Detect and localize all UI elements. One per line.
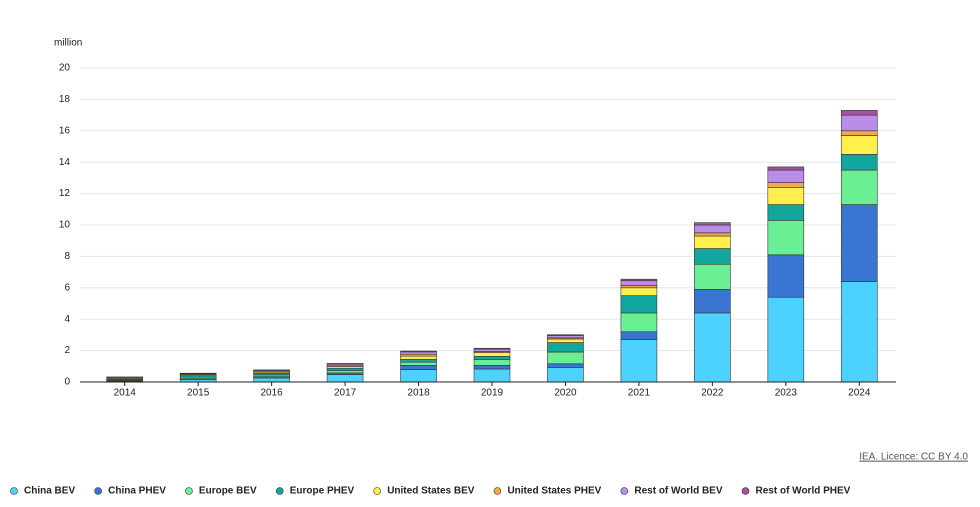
x-tick-label: 2015 (187, 388, 210, 399)
bar-segment (767, 166, 805, 171)
bar-segment (326, 367, 364, 371)
legend-marker (94, 487, 102, 495)
legend-marker (620, 487, 629, 495)
bar-segment (620, 285, 658, 289)
y-tick-label: 8 (64, 251, 70, 262)
bar-segment (326, 374, 364, 383)
bar-segment (620, 280, 658, 286)
legend-label: Rest of World PHEV (756, 486, 851, 497)
legend-marker (741, 487, 750, 495)
bar-segment (547, 367, 584, 383)
x-tick-label: 2017 (334, 388, 357, 399)
bar-segment (400, 358, 437, 363)
y-tick-label: 6 (64, 282, 70, 293)
legend-marker (493, 487, 502, 495)
bar-segment (767, 296, 805, 383)
bar-segment (620, 312, 658, 333)
bar-segment (840, 130, 878, 136)
bar-segment (400, 369, 437, 383)
bar-segment (620, 331, 658, 340)
x-tick-label: 2018 (407, 388, 430, 399)
x-tick-label: 2024 (848, 388, 871, 399)
legend-label: Europe BEV (199, 486, 257, 497)
x-tick-label: 2014 (114, 388, 137, 399)
bar-segment (547, 363, 584, 368)
bar-segment (547, 335, 584, 339)
bar-segment (473, 365, 511, 370)
bar-segment (840, 135, 878, 155)
bar-segment (620, 287, 658, 296)
source-link[interactable]: IEA. Licence: CC BY 4.0 (859, 452, 968, 463)
legend-label: China BEV (24, 486, 75, 497)
x-tick-label: 2020 (554, 388, 577, 399)
bar-segment (400, 355, 437, 360)
bar-segment (767, 182, 805, 188)
bar-segment (694, 289, 731, 314)
y-tick-label: 2 (64, 345, 70, 356)
bar-segment (767, 219, 805, 256)
y-tick-label: 4 (64, 314, 70, 325)
legend-label: United States BEV (387, 486, 475, 497)
y-tick-label: 20 (59, 63, 71, 74)
y-tick-label: 14 (59, 157, 71, 168)
bar-segment (694, 224, 731, 234)
bar-segment (473, 348, 511, 352)
x-tick-label: 2016 (261, 388, 284, 399)
bar-segment (547, 334, 584, 336)
bar-segment (253, 377, 290, 383)
legend-label: Europe PHEV (290, 486, 355, 497)
bar-segment (767, 169, 805, 183)
bar-segment (400, 365, 437, 370)
y-tick-label: 16 (59, 125, 71, 136)
x-tick-label: 2022 (701, 388, 724, 399)
bar-segment (767, 204, 805, 221)
bar-segment (620, 278, 658, 282)
y-tick-label: 0 (64, 377, 70, 388)
legend-label: United States PHEV (507, 486, 601, 497)
bar-segment (400, 350, 437, 353)
bar-segment (473, 352, 511, 357)
legend-marker (275, 487, 284, 495)
bar-segment (840, 154, 878, 171)
legend-marker (10, 487, 18, 495)
bar-segment (326, 370, 364, 374)
bar-segment (473, 356, 511, 361)
bar-segment (473, 359, 511, 366)
bar-segment (840, 204, 878, 282)
y-tick-label: 18 (59, 94, 71, 105)
legend-marker (185, 487, 193, 495)
bar-segment (620, 339, 658, 383)
legend-label: Rest of World BEV (634, 486, 722, 497)
bar-segment (620, 295, 658, 314)
bar-segment (694, 222, 731, 226)
bar-segment (473, 368, 511, 383)
x-tick-label: 2019 (481, 388, 504, 399)
bar-segment (694, 232, 731, 237)
bar-segment (473, 347, 511, 350)
y-axis-label: million (54, 38, 82, 49)
bar-segment (694, 248, 731, 265)
bar-segment (767, 254, 805, 298)
bar-segment (547, 338, 584, 343)
legend-label: China PHEV (108, 486, 166, 497)
bar-segment (400, 351, 437, 355)
legend-marker (373, 487, 381, 495)
bar-segment (694, 235, 731, 249)
y-tick-label: 12 (59, 188, 71, 199)
x-tick-label: 2021 (628, 388, 651, 399)
bar-segment (840, 169, 878, 205)
bar-segment (694, 312, 731, 383)
bar-segment (694, 263, 731, 290)
bar-segment (840, 110, 878, 116)
bar-segment (547, 351, 584, 365)
bar-segment (547, 342, 584, 353)
bar-segment (840, 114, 878, 132)
y-tick-label: 10 (59, 220, 71, 231)
x-tick-label: 2023 (775, 388, 798, 399)
bar-segment (840, 281, 878, 383)
bar-segment (767, 187, 805, 205)
bar-segment (400, 361, 437, 366)
